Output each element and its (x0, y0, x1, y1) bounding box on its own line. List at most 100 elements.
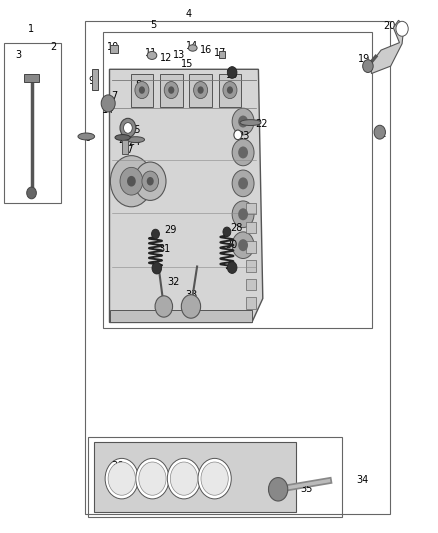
Text: 31: 31 (158, 245, 170, 254)
Text: 19: 19 (358, 54, 371, 63)
Circle shape (120, 118, 136, 138)
Ellipse shape (127, 137, 145, 142)
Text: 18: 18 (226, 70, 238, 79)
Text: 23: 23 (237, 131, 250, 141)
Text: 22: 22 (256, 119, 268, 128)
Bar (246, 241, 256, 253)
Circle shape (134, 162, 166, 200)
Circle shape (227, 86, 233, 94)
Circle shape (232, 201, 254, 228)
Text: 35: 35 (300, 484, 313, 494)
Text: 17: 17 (214, 49, 226, 58)
Circle shape (227, 67, 237, 78)
Bar (88, 437, 342, 517)
Circle shape (223, 227, 231, 237)
Text: 6: 6 (85, 133, 91, 142)
Text: 4: 4 (185, 10, 191, 19)
Ellipse shape (240, 120, 261, 125)
Text: 24: 24 (129, 138, 141, 147)
Circle shape (108, 462, 135, 495)
Bar (122, 140, 128, 154)
Circle shape (232, 108, 254, 135)
Bar (189, 74, 212, 107)
Circle shape (232, 139, 254, 166)
Text: 27: 27 (121, 146, 133, 155)
Text: 16: 16 (200, 45, 212, 55)
Circle shape (101, 95, 115, 112)
Text: 11: 11 (145, 49, 157, 58)
Text: 8: 8 (135, 80, 141, 90)
Circle shape (110, 156, 152, 207)
Text: 13: 13 (173, 51, 185, 60)
Bar (110, 45, 118, 53)
Text: 36: 36 (111, 462, 124, 471)
Ellipse shape (78, 133, 95, 140)
Circle shape (142, 171, 159, 191)
Circle shape (198, 458, 231, 499)
Circle shape (227, 262, 237, 273)
Text: 26: 26 (118, 135, 130, 145)
Bar (85, 21, 390, 514)
Bar (219, 74, 241, 107)
Circle shape (120, 167, 143, 195)
Bar (4, 43, 61, 203)
Circle shape (136, 458, 169, 499)
Circle shape (105, 458, 138, 499)
Circle shape (147, 177, 154, 185)
Text: 29: 29 (164, 225, 177, 235)
Circle shape (238, 208, 248, 220)
Circle shape (201, 462, 228, 495)
Circle shape (268, 478, 288, 501)
Circle shape (232, 232, 254, 259)
Text: 14: 14 (186, 41, 198, 51)
Bar (24, 74, 39, 82)
Ellipse shape (147, 52, 157, 60)
Text: 10: 10 (107, 42, 119, 52)
Circle shape (238, 116, 248, 127)
Circle shape (124, 123, 132, 133)
Text: 34: 34 (357, 475, 369, 484)
Circle shape (164, 82, 178, 99)
Text: 2: 2 (50, 42, 57, 52)
Text: 33: 33 (186, 290, 198, 300)
Text: 14: 14 (102, 105, 114, 115)
Bar (246, 279, 256, 290)
Ellipse shape (188, 45, 197, 51)
Circle shape (167, 458, 201, 499)
Circle shape (238, 239, 248, 251)
Polygon shape (371, 20, 404, 74)
Text: 7: 7 (111, 91, 117, 101)
Circle shape (363, 60, 373, 72)
Circle shape (238, 177, 248, 189)
Text: 15: 15 (181, 59, 194, 69)
Circle shape (168, 86, 174, 94)
Bar (219, 51, 225, 58)
Text: 30: 30 (225, 240, 237, 250)
Circle shape (170, 462, 198, 495)
Bar (246, 203, 256, 214)
Text: 25: 25 (128, 125, 140, 135)
Text: 12: 12 (160, 53, 173, 62)
Bar (246, 260, 256, 272)
Circle shape (27, 187, 36, 199)
Bar (131, 74, 153, 107)
Circle shape (181, 295, 201, 318)
Circle shape (152, 229, 159, 239)
Bar (94, 442, 296, 512)
Circle shape (198, 86, 204, 94)
Polygon shape (110, 69, 263, 322)
Text: 28: 28 (230, 223, 243, 233)
Ellipse shape (115, 134, 131, 141)
Bar (246, 222, 256, 233)
Text: 9: 9 (88, 76, 94, 86)
Text: 3: 3 (15, 51, 21, 60)
Circle shape (223, 82, 237, 99)
Text: 21: 21 (374, 130, 386, 139)
Circle shape (238, 147, 248, 158)
Bar (110, 310, 252, 322)
Text: 32: 32 (168, 278, 180, 287)
Circle shape (396, 21, 408, 36)
Circle shape (374, 125, 385, 139)
Bar (103, 32, 372, 328)
Circle shape (152, 262, 162, 274)
